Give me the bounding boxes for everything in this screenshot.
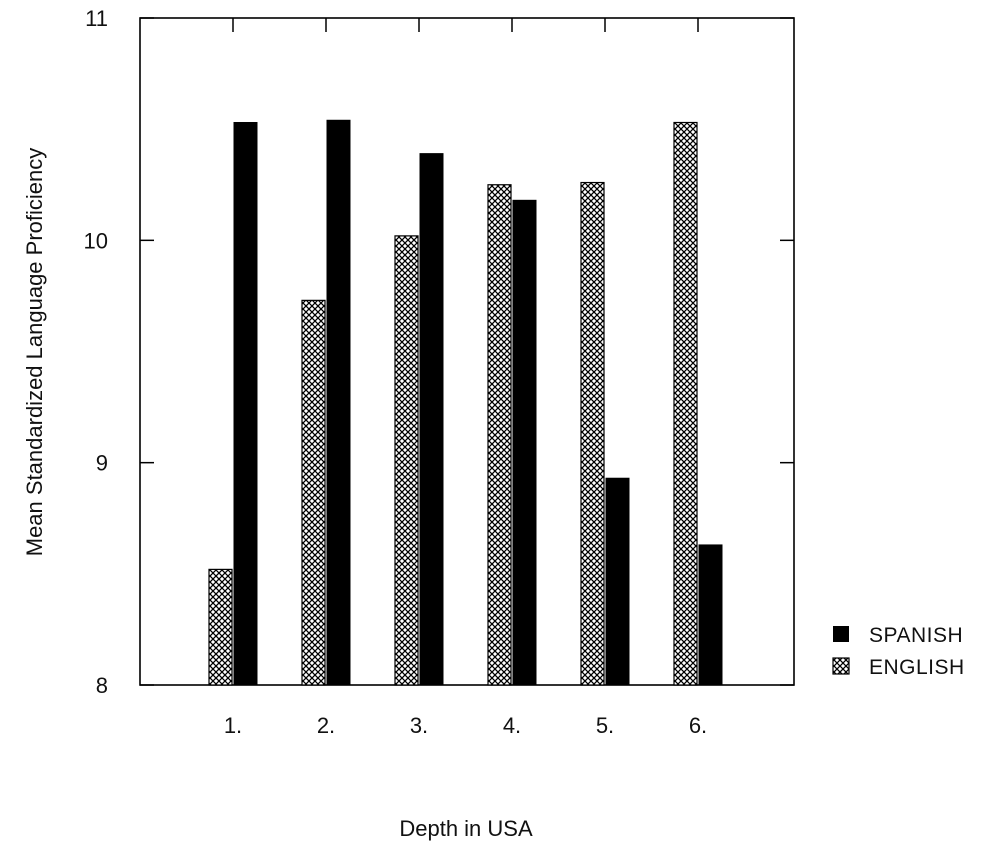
- bar-english-5: [580, 181, 605, 686]
- x-axis: 1. 2. 3. 4. 5. 6.: [224, 18, 707, 738]
- legend-swatch-english: [832, 657, 850, 675]
- legend-item-english: ENGLISH: [832, 656, 965, 679]
- y-tick-label: 8: [96, 673, 108, 698]
- x-tick-label: 3.: [410, 713, 428, 738]
- bar-spanish-3: [419, 153, 444, 686]
- y-tick-label: 9: [96, 451, 108, 476]
- plot-frame: [139, 17, 795, 686]
- bar-english-4: [487, 184, 512, 686]
- x-tick-label: 4.: [503, 713, 521, 738]
- bar-spanish-6: [698, 544, 723, 686]
- legend-swatch-spanish: [833, 626, 849, 642]
- x-tick-label: 2.: [317, 713, 335, 738]
- y-tick-label: 11: [85, 6, 108, 31]
- bar-english-3: [394, 235, 419, 686]
- legend-label-english: ENGLISH: [869, 656, 965, 679]
- y-axis: 8 9 10 11: [84, 6, 794, 698]
- x-tick-label: 5.: [596, 713, 614, 738]
- y-axis-title: Mean Standardized Language Proficiency: [22, 148, 47, 557]
- x-tick-label: 1.: [224, 713, 242, 738]
- x-tick-label: 6.: [689, 713, 707, 738]
- legend-label-spanish: SPANISH: [869, 624, 963, 647]
- bar-english-2: [301, 299, 326, 686]
- x-axis-title: Depth in USA: [399, 816, 533, 841]
- bar-spanish-4: [512, 199, 537, 686]
- bar-spanish-5: [605, 477, 630, 686]
- y-tick-label: 10: [84, 228, 108, 253]
- legend: SPANISH ENGLISH: [832, 624, 965, 679]
- bar-english-6: [673, 121, 698, 686]
- bar-spanish-2: [326, 119, 351, 686]
- bar-spanish-1: [233, 121, 258, 686]
- bars: [208, 119, 723, 686]
- bar-english-1: [208, 568, 233, 686]
- legend-item-spanish: SPANISH: [833, 624, 963, 647]
